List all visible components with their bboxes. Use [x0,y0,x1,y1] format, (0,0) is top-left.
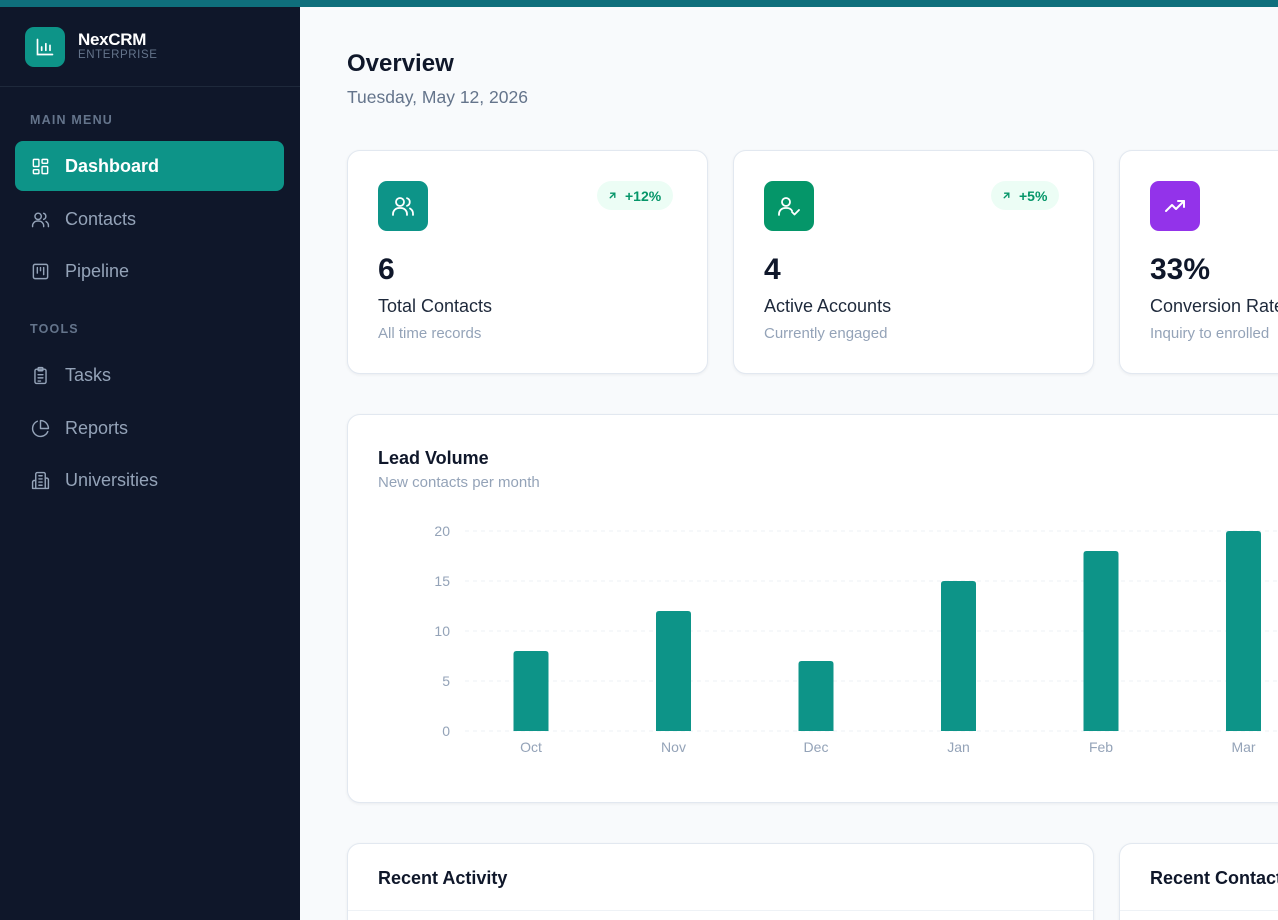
stat-description: Currently engaged [764,325,888,342]
sidebar-item-pipeline[interactable]: Pipeline [15,246,284,296]
trend-badge: +5% [991,181,1060,210]
stat-value: 33% [1150,253,1211,286]
x-tick-label: Nov [661,739,686,755]
brand[interactable]: NexCRM ENTERPRISE [0,7,300,87]
sidebar-item-reports[interactable]: Reports [15,403,284,453]
y-tick-label: 20 [434,523,450,539]
users-icon [378,181,428,231]
stat-label: Conversion Rate [1150,296,1278,316]
divider [348,910,1093,911]
trend-value: +12% [625,187,662,204]
stat-value: 4 [764,253,781,286]
sidebar: NexCRM ENTERPRISE MAIN MENU Dashboard Co… [0,7,300,920]
sidebar-item-label: Pipeline [65,260,130,281]
recent-contacts-card: Recent Contacts [1119,843,1278,920]
bar-dec[interactable] [798,661,834,731]
arrow-up-right-icon [1001,190,1012,201]
recent-activity-title: Recent Activity [378,868,508,888]
trend-value: +5% [1019,187,1048,204]
bar-oct[interactable] [513,651,549,731]
building-icon [30,470,50,490]
brand-subtitle: ENTERPRISE [78,49,158,61]
bar-nov[interactable] [656,611,691,731]
section-label-main-menu: MAIN MENU [30,113,114,127]
sidebar-item-universities[interactable]: Universities [15,455,284,505]
brand-name: NexCRM [78,30,147,49]
section-label-tools: TOOLS [30,322,79,336]
trending-up-icon [1150,181,1200,231]
stat-label: Total Contacts [378,296,493,316]
x-tick-label: Mar [1231,739,1255,755]
stat-description: Inquiry to enrolled [1150,325,1270,342]
x-tick-label: Dec [804,739,829,755]
sidebar-item-label: Dashboard [65,155,160,176]
bar-jan[interactable] [941,581,976,731]
y-tick-label: 15 [434,573,450,589]
page-date: Tuesday, May 12, 2026 [347,87,528,107]
stat-label: Active Accounts [764,296,892,316]
y-tick-label: 10 [434,623,450,639]
stat-value: 6 [378,253,395,286]
sidebar-item-contacts[interactable]: Contacts [15,194,284,244]
sidebar-item-tasks[interactable]: Tasks [15,350,284,400]
lead-volume-bar-chart: 0 5 10 15 20 Oct Nov Dec Jan Feb Mar [434,523,1278,755]
x-tick-label: Oct [520,739,542,755]
sidebar-item-dashboard[interactable]: Dashboard [15,141,284,191]
x-tick-label: Feb [1089,739,1113,755]
main-content: Overview Tuesday, May 12, 2026 +12% 6 To… [300,7,1278,920]
bar-feb[interactable] [1083,551,1119,731]
trend-badge: +12% [597,181,674,210]
x-tick-label: Jan [947,739,970,755]
chart-subtitle: New contacts per month [378,474,540,491]
y-tick-label: 0 [442,723,450,739]
stat-card-active-accounts[interactable]: +5% 4 Active Accounts Currently engaged [733,150,1094,374]
stat-card-conversion-rate[interactable]: 33% Conversion Rate Inquiry to enrolled [1119,150,1278,374]
arrow-up-right-icon [607,190,618,201]
stat-card-total-contacts[interactable]: +12% 6 Total Contacts All time records [347,150,708,374]
bar-mar[interactable] [1226,531,1261,731]
divider [1120,910,1278,911]
layout-grid-icon [30,156,50,176]
stat-description: All time records [378,325,482,342]
users-icon [30,209,50,229]
sidebar-item-label: Reports [65,417,129,438]
user-check-icon [764,181,814,231]
recent-activity-card: Recent Activity [347,843,1094,920]
recent-contacts-title: Recent Contacts [1150,868,1278,888]
sidebar-item-label: Tasks [65,364,112,385]
pie-chart-icon [30,418,50,438]
sidebar-item-label: Contacts [65,208,137,229]
top-accent-bar [0,0,1278,7]
clipboard-list-icon [30,365,50,385]
sidebar-item-label: Universities [65,469,159,490]
bar-chart-icon [25,26,65,67]
kanban-icon [30,261,50,281]
lead-volume-chart-card: Lead Volume New contacts per month 0 5 10 1… [347,414,1278,803]
page-title: Overview [347,50,454,77]
chart-title: Lead Volume [378,448,489,468]
y-tick-label: 5 [442,673,450,689]
